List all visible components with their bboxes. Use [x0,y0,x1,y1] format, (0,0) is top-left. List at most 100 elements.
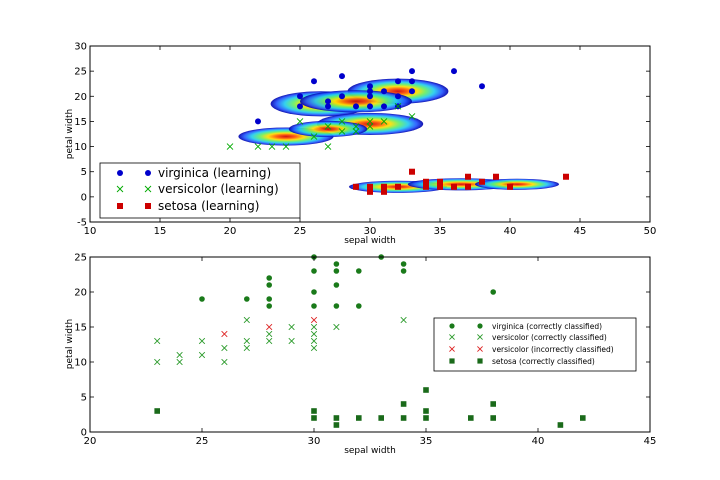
bottom-data-points [154,254,586,428]
top-point-versicolor-learning [296,118,304,125]
top-point-setosa-learning [465,183,471,190]
top-point-versicolor-learning [324,143,332,150]
top-axis-ticks: 10 15 20 25 30 35 40 45 50 -5 0 5 10 15 20 25 30 [74,42,656,238]
top-legend-label-versicolor: versicolor (learning) [158,182,279,196]
bottom-point-virginica-correctly-classified [333,261,340,267]
bottom-legend-marker-versicolor-incorrectly-classified [477,346,483,352]
bottom-point-virginica-correctly-classified [244,296,250,302]
bottom-point-versicolor-correctly-classified [221,344,228,352]
top-point-setosa-learning [423,183,429,190]
bottom-point-versicolor-correctly-classified [400,316,407,324]
bottom-point-versicolor-correctly-classified [176,351,183,359]
bottom-point-virginica-correctly-classified [311,268,317,274]
bottom-point-virginica-correctly-classified [199,296,205,302]
top-point-versicolor-learning [282,143,290,150]
bottom-legend-label-versicolor-correct: versicolor (correctly classified) [492,333,607,342]
bottom-point-setosa-correctly-classified [490,415,496,421]
bottom-point-versicolor-correctly-classified [266,330,273,338]
top-point-setosa-learning [437,183,443,190]
bottom-point-setosa-correctly-classified [356,415,362,421]
bottom-point-versicolor-correctly-classified [243,337,250,345]
bottom-point-versicolor-correctly-classified [333,323,340,331]
top-point-virginica-learning [395,78,401,85]
top-point-virginica-learning [325,103,331,110]
top-point-setosa-learning [381,183,387,190]
top-point-virginica-learning [255,118,261,125]
top-point-setosa-learning [395,183,401,190]
top-point-versicolor-learning [394,103,402,110]
top-point-virginica-learning [367,93,373,100]
bottom-point-setosa-correctly-classified [423,415,429,421]
top-legend-marker-versicolor-learning [144,185,152,193]
bottom-legend-marker-versicolor-incorrectly-classified [449,346,455,352]
top-point-setosa-learning [493,173,499,180]
bottom-point-versicolor-correctly-classified [221,358,228,366]
top-y-tick-label: 10 [74,142,87,153]
bottom-point-setosa-correctly-classified [154,408,160,414]
top-point-virginica-learning [297,93,303,100]
bottom-y-tick-label: 0 [81,428,87,439]
bottom-y-tick-label: 15 [74,323,87,334]
top-point-versicolor-learning [324,123,332,130]
top-data-points [226,68,569,195]
top-point-virginica-learning [311,78,317,85]
top-legend-label-setosa: setosa (learning) [158,199,259,213]
bottom-legend-marker-setosa-correctly-classified [477,358,483,364]
top-x-tick-label: 45 [574,226,587,237]
top-y-tick-label: 25 [74,67,87,78]
bottom-legend-box [433,317,637,372]
bottom-point-virginica-correctly-classified [400,261,407,267]
top-point-versicolor-learning [366,123,374,130]
top-point-virginica-learning [479,83,485,90]
top-point-virginica-learning [353,103,359,110]
top-point-versicolor-learning [310,133,318,140]
bottom-point-setosa-correctly-classified [400,415,407,421]
top-legend-marker-setosa-learning [117,203,123,209]
bottom-point-virginica-correctly-classified [266,282,273,288]
top-point-setosa-learning [451,183,457,190]
top-x-axis-label: sepal width [344,236,396,246]
bottom-point-setosa-correctly-classified [580,415,586,421]
top-y-tick-label: 0 [81,192,87,203]
top-x-tick-label: 40 [504,226,517,237]
top-density-contours [238,78,559,193]
bottom-point-setosa-correctly-classified [378,415,384,421]
top-legend-marker-versicolor-learning [116,185,124,193]
bottom-legend-marker-virginica-correctly-classified [477,323,483,329]
bottom-plot-frame [89,256,651,433]
top-point-setosa-learning [409,168,415,175]
top-chart-panel: 10 15 20 25 30 35 40 45 50 -5 0 5 10 15 20 25 30 sepal w… [65,42,656,247]
bottom-y-tick-label: 10 [74,358,87,369]
top-point-virginica-learning [367,83,373,90]
top-x-tick-label: 30 [364,226,377,237]
bottom-point-versicolor-correctly-classified [154,337,161,345]
bottom-point-virginica-correctly-classified [333,303,340,309]
top-legend-marker-virginica-learning [117,170,123,176]
bottom-x-tick-label: 35 [420,436,433,447]
top-point-virginica-learning [339,93,345,100]
top-point-versicolor-learning [268,143,276,150]
bottom-x-axis-label: sepal width [344,446,396,456]
bottom-x-tick-label: 25 [196,436,209,447]
top-point-versicolor-learning [366,118,374,125]
top-y-tick-label: -5 [77,218,87,229]
bottom-y-tick-label: 25 [74,253,87,264]
bottom-point-setosa-correctly-classified [423,408,429,414]
top-point-setosa-learning [367,188,373,195]
bottom-point-setosa-correctly-classified [423,387,429,393]
bottom-point-versicolor-correctly-classified [288,323,295,331]
top-point-virginica-learning [451,68,457,75]
top-point-virginica-learning [409,78,415,85]
top-point-versicolor-learning [338,118,346,125]
top-point-setosa-learning [423,178,429,185]
bottom-point-versicolor-incorrectly-classified [266,323,273,331]
top-point-setosa-learning [507,183,513,190]
bottom-point-versicolor-correctly-classified [198,337,206,345]
top-y-axis-label: petal width [65,109,75,159]
top-legend-label-virginica: virginica (learning) [158,166,271,180]
bottom-legend-marker-setosa-correctly-classified [449,358,455,364]
top-point-versicolor-learning [380,118,388,125]
top-legend-marker-virginica-learning [145,170,151,176]
bottom-y-tick-label: 5 [81,393,87,404]
